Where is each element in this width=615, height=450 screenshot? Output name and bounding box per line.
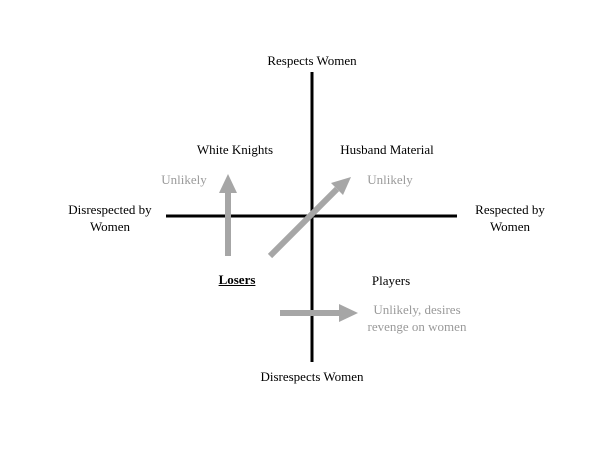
note-white-knights: Unlikely [161, 172, 207, 187]
axis-label-right-line1: Respected by [475, 202, 545, 217]
quadrant-label-players: Players [371, 273, 411, 288]
axis-label-left: Disrespected by Women [55, 201, 165, 235]
axis-label-left-line2: Women [89, 219, 131, 234]
arrow-losers-to-white-knights [219, 174, 237, 256]
arrow-losers-to-husband-material [267, 177, 351, 259]
quadrant-label-losers: Losers [218, 272, 256, 287]
note-players-line1: Unlikely, desires [373, 302, 461, 317]
axis-label-left-line1: Disrespected by [68, 202, 152, 217]
note-players-line2: revenge on women [367, 319, 467, 334]
note-players: Unlikely, desires revenge on women [357, 301, 477, 335]
arrow-losers-to-players [280, 304, 358, 322]
note-husband-material: Unlikely [367, 172, 413, 187]
axis-label-right: Respected by Women [460, 201, 560, 235]
quadrant-label-husband-material: Husband Material [340, 142, 434, 157]
quadrant-label-white-knights: White Knights [196, 142, 274, 157]
axis-label-bottom: Disrespects Women [260, 369, 364, 384]
axis-label-top: Respects Women [267, 53, 357, 68]
axis-label-right-line2: Women [489, 219, 531, 234]
